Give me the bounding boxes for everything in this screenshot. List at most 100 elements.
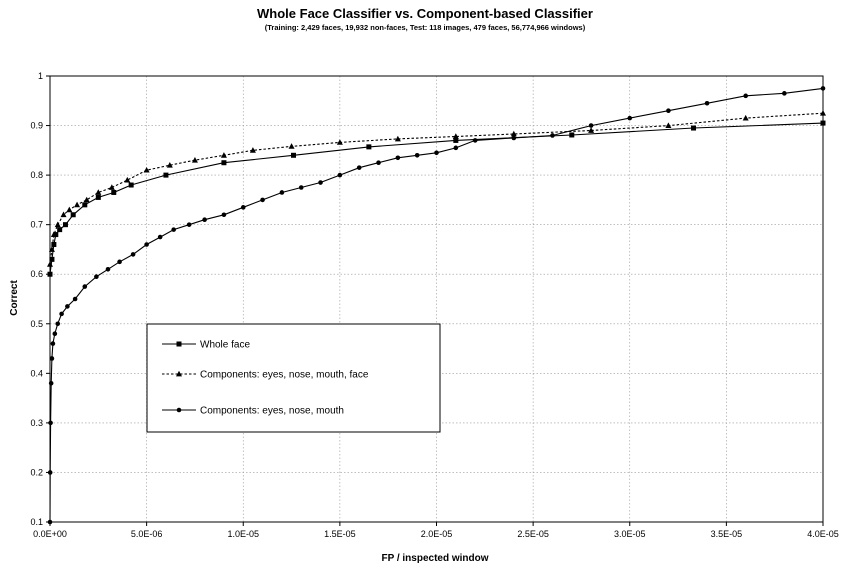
data-point — [337, 172, 343, 178]
legend-marker — [176, 341, 182, 347]
data-point — [666, 108, 671, 113]
data-point — [48, 380, 54, 386]
data-point — [54, 221, 61, 228]
data-point — [290, 152, 296, 158]
data-point — [124, 176, 131, 183]
data-point — [157, 234, 163, 240]
data-point — [95, 194, 101, 200]
data-point — [144, 242, 149, 247]
data-point — [50, 341, 56, 346]
data-point — [588, 123, 594, 128]
data-point — [691, 125, 697, 131]
data-point — [47, 519, 53, 525]
x-axis-title: FP / inspected window — [381, 553, 488, 564]
data-point — [111, 189, 117, 195]
legend-label: Whole face — [200, 340, 250, 351]
data-point — [782, 91, 787, 96]
data-point — [220, 152, 227, 158]
data-point — [47, 470, 53, 475]
data-point — [186, 222, 192, 227]
data-point — [665, 122, 672, 128]
legend-marker — [176, 370, 182, 377]
legend-item: Components: eyes, nose, mouth — [162, 406, 344, 417]
series-layer — [47, 86, 826, 525]
data-point — [105, 266, 111, 272]
x-tick-label: 4.0E-05 — [807, 529, 839, 539]
legend-item: Components: eyes, nose, mouth, face — [162, 370, 369, 381]
y-tick-label: 0.4 — [30, 368, 43, 378]
y-axis-title: Correct — [9, 280, 20, 316]
data-point — [60, 211, 67, 218]
y-tick-label: 0.1 — [30, 517, 43, 527]
data-point — [49, 256, 55, 262]
data-point — [240, 205, 246, 210]
data-point — [249, 147, 256, 153]
data-point — [59, 311, 64, 317]
data-point — [260, 197, 265, 203]
data-point — [163, 172, 169, 178]
data-point — [569, 132, 575, 138]
legend-marker — [176, 407, 182, 413]
series-components-without-face — [47, 86, 826, 525]
data-point — [221, 160, 227, 166]
legend-label: Components: eyes, nose, mouth, face — [200, 370, 369, 381]
data-point — [94, 274, 99, 280]
data-point — [48, 246, 55, 252]
data-point — [128, 182, 134, 188]
data-point — [704, 100, 710, 106]
y-tick-label: 0.7 — [30, 220, 43, 230]
series-whole-face — [47, 120, 826, 277]
y-tick-label: 0.9 — [30, 121, 43, 131]
data-point — [366, 144, 372, 150]
data-point — [510, 130, 517, 137]
data-point — [434, 150, 439, 156]
data-point — [414, 152, 420, 158]
data-point — [51, 241, 57, 247]
y-tick-label: 0.2 — [30, 467, 43, 477]
data-point — [57, 227, 63, 233]
data-point — [394, 135, 401, 142]
data-point — [166, 162, 173, 168]
data-point — [143, 166, 150, 173]
legend: Whole face Components: eyes, nose, mouth,… — [146, 323, 441, 433]
data-point — [65, 304, 70, 309]
y-tick-label: 0.5 — [30, 319, 43, 329]
data-point — [130, 252, 136, 257]
data-point — [356, 165, 362, 170]
legend-label: Components: eyes, nose, mouth — [200, 406, 344, 417]
x-axis: 0.0E+00 5.0E-06 1.0E-05 1.5E-05 2.0E-05 2.5E-… — [33, 522, 839, 539]
data-point — [452, 133, 459, 139]
data-point — [318, 180, 323, 185]
data-point — [221, 212, 227, 218]
chart-title: Whole Face Classifier vs. Component-base… — [257, 6, 593, 21]
data-point — [82, 202, 88, 208]
data-point — [298, 185, 304, 190]
data-point — [108, 184, 115, 190]
x-tick-label: 5.0E-06 — [131, 529, 163, 539]
data-point — [95, 189, 102, 195]
data-point — [53, 232, 59, 238]
data-point — [376, 160, 381, 166]
x-tick-label: 3.5E-05 — [711, 529, 743, 539]
data-point — [453, 137, 459, 143]
data-point — [627, 115, 633, 121]
data-point — [472, 138, 478, 143]
data-point — [72, 296, 78, 302]
y-axis: 0.1 0.2 0.3 0.4 0.5 0.6 0.7 0.8 0.9 1 — [30, 71, 50, 527]
x-tick-label: 1.5E-05 — [324, 529, 356, 539]
data-point — [202, 217, 207, 223]
y-tick-label: 0.6 — [30, 269, 43, 279]
x-tick-label: 2.0E-05 — [421, 529, 453, 539]
data-point — [50, 231, 57, 237]
data-point — [74, 201, 81, 208]
x-tick-label: 0.0E+00 — [33, 529, 67, 539]
data-point — [395, 155, 401, 161]
data-point — [52, 331, 58, 336]
data-point — [453, 145, 459, 151]
data-point — [279, 190, 285, 195]
data-point — [820, 109, 826, 116]
data-point — [47, 271, 53, 277]
data-point — [742, 114, 749, 121]
legend-item: Whole face — [162, 340, 250, 351]
data-point — [511, 135, 517, 141]
